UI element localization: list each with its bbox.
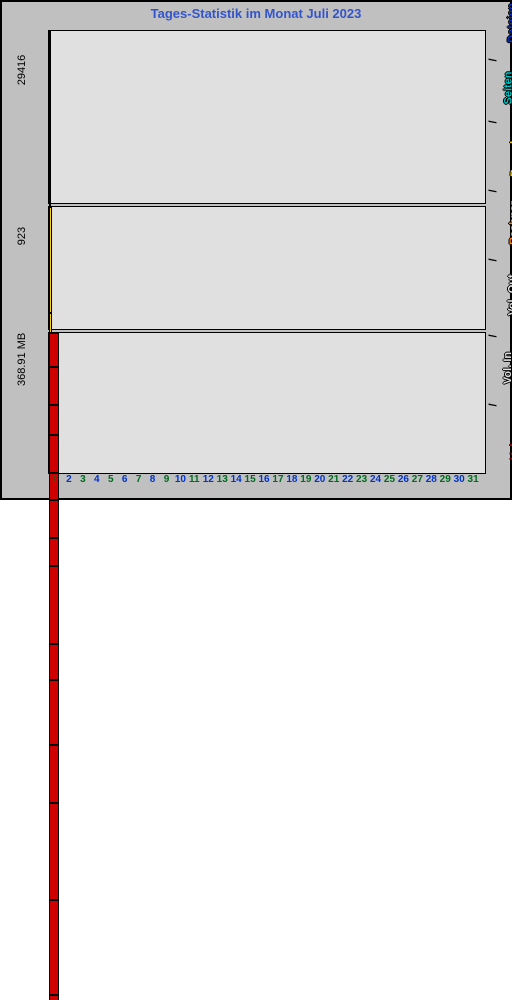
x-tick-13: 13 (215, 474, 229, 492)
ylabel-panel1: 29416 (16, 50, 28, 90)
x-tick-17: 17 (271, 474, 285, 492)
x-tick-24: 24 (369, 474, 383, 492)
bar-volumen-day7 (49, 538, 59, 566)
x-tick-2: 2 (62, 474, 76, 492)
legend-dateien: Dateien (506, 3, 512, 43)
x-tick-7: 7 (132, 474, 146, 492)
x-axis: 1234567891011121314151617181920212223242… (48, 474, 480, 492)
x-tick-8: 8 (146, 474, 160, 492)
x-tick-21: 21 (327, 474, 341, 492)
panel-volumen (48, 332, 486, 474)
x-tick-29: 29 (438, 474, 452, 492)
bar-anfragen-day1 (49, 31, 51, 195)
x-tick-3: 3 (76, 474, 90, 492)
x-tick-28: 28 (424, 474, 438, 492)
x-tick-25: 25 (383, 474, 397, 492)
x-tick-26: 26 (396, 474, 410, 492)
x-tick-1: 1 (48, 474, 62, 492)
bar-volumen-day4 (49, 435, 59, 473)
bar-besuche-day1 (49, 207, 52, 313)
bar-volumen-day10 (49, 680, 59, 745)
x-tick-6: 6 (118, 474, 132, 492)
x-tick-19: 19 (299, 474, 313, 492)
x-tick-22: 22 (341, 474, 355, 492)
x-tick-23: 23 (355, 474, 369, 492)
x-tick-16: 16 (257, 474, 271, 492)
x-tick-30: 30 (452, 474, 466, 492)
x-tick-11: 11 (187, 474, 201, 492)
chart-title: Tages-Statistik im Monat Juli 2023 (2, 6, 510, 21)
bar-volumen-day14 (49, 995, 59, 1000)
stats-chart: Tages-Statistik im Monat Juli 2023 29416… (0, 0, 512, 500)
legend-sep: / (488, 334, 500, 337)
x-tick-15: 15 (243, 474, 257, 492)
x-tick-9: 9 (160, 474, 174, 492)
legend-vol-in: Vol. In (502, 351, 512, 383)
legend-seiten: Seiten (503, 71, 512, 104)
x-tick-31: 31 (466, 474, 480, 492)
x-tick-27: 27 (410, 474, 424, 492)
legend-sep: / (488, 189, 500, 192)
x-tick-5: 5 (104, 474, 118, 492)
legend-sep: / (488, 120, 500, 123)
legend-sep: / (488, 58, 500, 61)
bar-volumen-day13 (49, 900, 59, 995)
panel-anfragen (48, 30, 486, 204)
bar-volumen-day1 (49, 333, 59, 367)
bar-volumen-day12 (49, 803, 59, 900)
panel-besuche (48, 206, 486, 330)
x-tick-4: 4 (90, 474, 104, 492)
bar-volumen-day2 (49, 367, 59, 405)
x-tick-10: 10 (173, 474, 187, 492)
bar-volumen-day6 (49, 500, 59, 538)
ylabel-panel2: 923 (16, 216, 28, 256)
x-tick-18: 18 (285, 474, 299, 492)
x-tick-14: 14 (229, 474, 243, 492)
bar-volumen-day11 (49, 745, 59, 804)
legend: Volumen/Vol. In/Vol. Out/Rechner/Besuche… (492, 30, 506, 472)
bar-volumen-day9 (49, 644, 59, 680)
ylabel-panel3: 368.91 MB (16, 346, 28, 386)
legend-rechner: Rechner (508, 200, 512, 244)
legend-sep: / (488, 258, 500, 261)
legend-sep: / (488, 403, 500, 406)
x-tick-20: 20 (313, 474, 327, 492)
legend-vol-out: Vol. Out (507, 274, 512, 315)
bar-volumen-day8 (49, 566, 59, 644)
x-tick-12: 12 (201, 474, 215, 492)
bar-volumen-day3 (49, 405, 59, 435)
